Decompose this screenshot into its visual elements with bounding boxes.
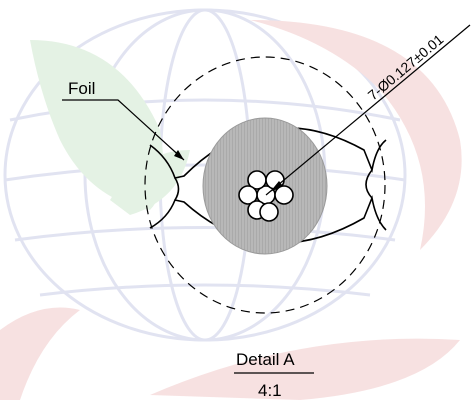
foil-leader-line — [62, 99, 185, 161]
watermark-swoosh-lower-icon — [150, 338, 460, 400]
watermark-leaf-icon — [30, 40, 164, 210]
watermark-logo — [0, 8, 462, 400]
strand-bottom-right — [259, 202, 279, 222]
detail-title: Detail A — [236, 350, 295, 369]
watermark-swoosh-icon — [250, 20, 462, 250]
foil-label: Foil — [68, 79, 95, 98]
detail-scale: 4:1 — [258, 381, 282, 400]
foil-left-notch — [174, 177, 180, 201]
conductor-strands — [238, 170, 294, 222]
detail-boundary-circle — [144, 56, 386, 314]
foil-leader-arrow-icon — [174, 150, 184, 160]
strand-right — [274, 185, 294, 205]
foil-right-notch — [365, 169, 373, 199]
dimension-leader-arrow-icon — [270, 181, 283, 192]
dimension-leader-line — [265, 24, 471, 196]
watermark-swoosh-left-icon — [0, 307, 80, 400]
strand-left — [238, 185, 258, 205]
